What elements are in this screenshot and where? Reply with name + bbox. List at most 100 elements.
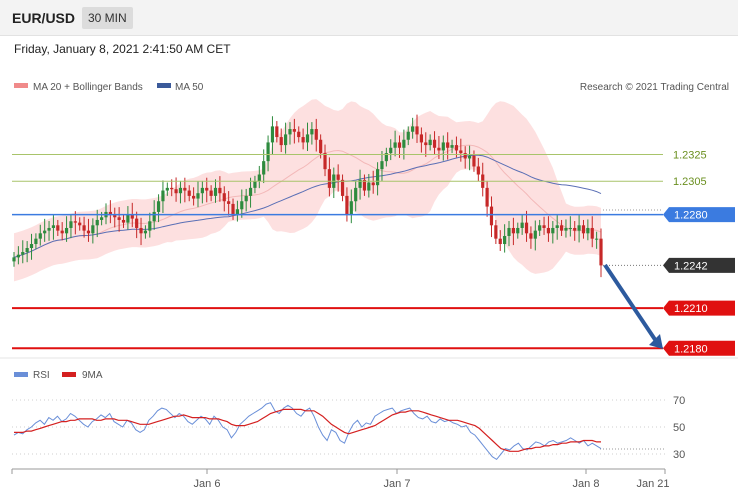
candle: [108, 200, 112, 224]
candle: [384, 147, 388, 167]
candle-body: [489, 206, 494, 226]
candle-body: [29, 244, 34, 249]
interval-button[interactable]: 30 MIN: [82, 7, 133, 29]
candle-body: [454, 145, 459, 151]
candle-body: [375, 169, 380, 186]
candle: [542, 216, 546, 235]
x-tick-jan6: Jan 6: [194, 478, 221, 490]
forecast-arrow-shaft: [603, 263, 658, 343]
candle-body: [529, 233, 533, 239]
candle-body: [91, 225, 95, 234]
rsi-plot-area: 70 50 30: [12, 395, 685, 461]
candle: [305, 122, 310, 151]
candle: [564, 219, 568, 238]
candle: [196, 181, 200, 208]
candle-body: [205, 187, 209, 191]
candle-body: [292, 129, 296, 132]
candle: [82, 216, 86, 238]
candle-body: [21, 252, 25, 255]
candle-body: [100, 217, 104, 220]
candle: [358, 169, 362, 200]
candle: [165, 182, 169, 196]
candle-body: [165, 187, 169, 191]
candle: [21, 240, 25, 264]
candle-body: [595, 238, 599, 240]
candle-body: [446, 142, 450, 148]
credit-label: Research © 2021 Trading Central: [580, 82, 729, 93]
candle-body: [51, 225, 56, 228]
candle-body: [362, 179, 367, 191]
candle: [262, 149, 266, 184]
candle: [415, 114, 419, 143]
candle: [581, 219, 586, 239]
candle: [156, 194, 161, 223]
candle-body: [573, 227, 577, 231]
candle-body: [34, 238, 38, 245]
candle-body: [73, 221, 77, 223]
x-tick-jan7: Jan 7: [384, 478, 411, 490]
level-1-2180-label: 1.2180: [674, 343, 708, 355]
candle: [47, 221, 51, 241]
candle: [143, 225, 148, 239]
rsi-tick-50: 50: [673, 422, 685, 434]
ma-bb-legend-label: MA 20 + Bollinger Bands: [33, 82, 143, 93]
candle: [590, 216, 594, 248]
candle: [476, 157, 480, 182]
candle: [432, 131, 437, 155]
candle: [148, 212, 152, 238]
candle-body: [419, 134, 423, 143]
candle: [406, 126, 410, 146]
candle: [467, 145, 472, 171]
candle: [546, 216, 551, 242]
candle-body: [227, 201, 231, 204]
candle: [577, 215, 581, 243]
candle: [336, 164, 340, 192]
candle: [599, 228, 603, 278]
candle-body: [297, 131, 301, 138]
candle-body: [559, 225, 564, 231]
candle: [411, 117, 415, 139]
candle-body: [323, 153, 327, 170]
candle: [200, 180, 204, 204]
candle-body: [503, 235, 507, 245]
candle-body: [411, 126, 415, 132]
candle-body: [270, 126, 275, 143]
candle: [441, 135, 445, 161]
candle: [113, 207, 117, 228]
candle: [86, 218, 91, 242]
candle-body: [156, 201, 161, 212]
candle: [511, 217, 515, 246]
candle-body: [590, 227, 594, 239]
candle-body: [200, 187, 204, 194]
price-plot-area: 1.2325 1.2305 1.2280 1.2242 1.2210 1.2180: [12, 99, 735, 356]
candle-body: [389, 147, 393, 154]
candle-body: [476, 166, 480, 175]
candle: [69, 214, 73, 239]
candle: [437, 136, 441, 159]
candle: [248, 177, 253, 208]
candle: [301, 128, 305, 150]
candle: [266, 135, 270, 172]
candle-body: [494, 225, 498, 239]
candle: [389, 139, 393, 161]
candle-body: [349, 201, 353, 215]
candle-body: [336, 174, 340, 180]
candle-body: [319, 139, 323, 154]
candle: [375, 162, 380, 196]
candle-body: [95, 219, 99, 226]
candle-body: [507, 227, 511, 236]
candle: [279, 128, 283, 153]
level-1-2280-tag: [663, 207, 735, 223]
candle-body: [384, 153, 388, 162]
candle-body: [393, 142, 397, 148]
candle-body: [218, 187, 222, 194]
rsi-tick-30: 30: [673, 449, 685, 461]
candle-body: [25, 248, 29, 253]
candle-body: [314, 129, 318, 140]
candle-body: [170, 187, 174, 190]
candle: [78, 217, 82, 231]
candle: [340, 174, 345, 202]
candle: [559, 219, 564, 236]
candle: [323, 144, 327, 177]
